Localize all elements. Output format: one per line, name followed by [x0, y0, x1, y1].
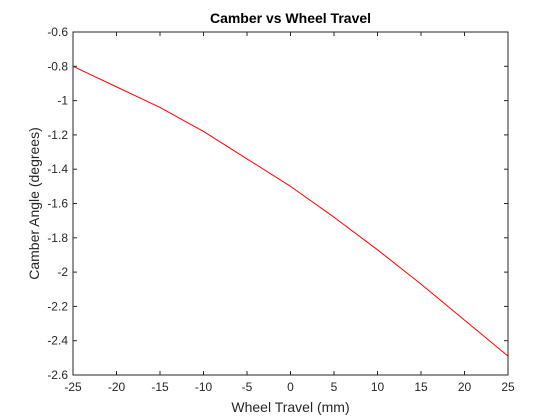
x-tick-label: 20 — [458, 380, 472, 394]
y-tick-label: -2 — [57, 265, 68, 279]
x-tick-label: 10 — [371, 380, 385, 394]
x-tick-label: 15 — [414, 380, 428, 394]
x-tick-label: -10 — [195, 380, 213, 394]
axes-box — [72, 31, 509, 376]
y-tick-label: -2.6 — [47, 368, 68, 382]
x-tick-label: -25 — [64, 380, 82, 394]
x-tick-label: 0 — [287, 380, 294, 394]
y-axis-label: Camber Angle (degrees) — [26, 127, 42, 280]
y-tick-label: -2.4 — [47, 334, 68, 348]
y-tick-labels: -2.6 -2.4 -2.2 -2 -1.8 -1.6 -1.4 -1.2 -1 -0.8 -0.6 — [47, 25, 68, 382]
y-tick-label: -0.8 — [47, 59, 68, 73]
y-tick-label: -2.2 — [47, 299, 68, 313]
y-tick-label: -0.6 — [47, 25, 68, 39]
x-axis-label: Wheel Travel (mm) — [231, 399, 349, 415]
x-tick-label: 5 — [331, 380, 338, 394]
chart-title: Camber vs Wheel Travel — [210, 10, 371, 26]
y-tick-label: -1 — [57, 94, 68, 108]
y-tick-label: -1.6 — [47, 197, 68, 211]
series-layer — [72, 65, 509, 357]
series-line — [72, 65, 509, 357]
y-tick-label: -1.2 — [47, 128, 68, 142]
x-tick-label: -15 — [151, 380, 169, 394]
x-tick-labels: -25 -20 -15 -10 -5 0 5 10 15 20 25 — [64, 380, 515, 394]
y-tick-label: -1.4 — [47, 162, 68, 176]
x-tick-label: 25 — [501, 380, 515, 394]
x-tick-label: -5 — [242, 380, 253, 394]
x-tick-label: -20 — [108, 380, 126, 394]
y-tick-label: -1.8 — [47, 231, 68, 245]
plot-area — [73, 32, 508, 375]
